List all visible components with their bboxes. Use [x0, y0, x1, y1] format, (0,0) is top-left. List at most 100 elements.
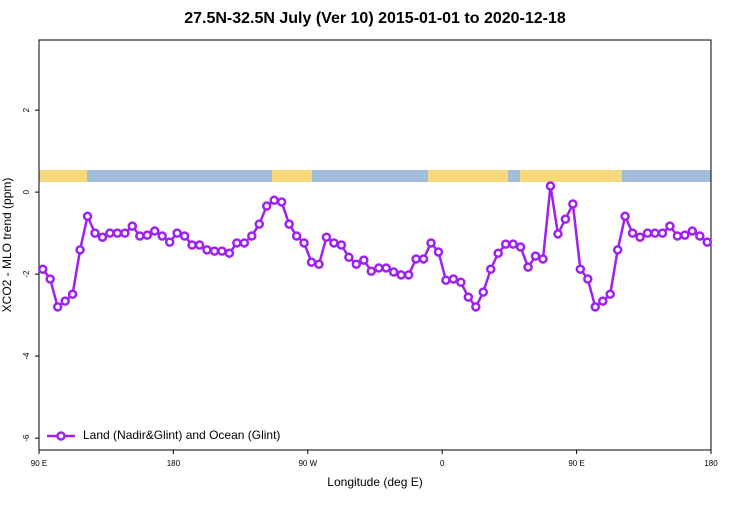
y-tick-label: -6 — [22, 434, 31, 442]
data-point — [284, 219, 294, 229]
data-point — [471, 302, 481, 312]
data-point — [373, 263, 384, 273]
x-tick-label: 90 W — [298, 459, 317, 468]
data-point — [478, 287, 489, 297]
data-point — [45, 274, 55, 284]
legend-marker — [56, 431, 66, 441]
data-point — [597, 296, 608, 306]
x-tick-label: 0 — [440, 459, 445, 468]
data-point — [575, 264, 586, 274]
data-point — [336, 240, 347, 250]
data-point — [359, 255, 369, 265]
data-point — [261, 201, 272, 211]
data-point — [485, 264, 496, 274]
data-point — [329, 238, 339, 248]
data-point — [695, 231, 705, 241]
data-point — [239, 238, 250, 248]
x-tick-label: 90 E — [31, 459, 47, 468]
data-point — [702, 237, 713, 247]
data-point — [306, 257, 317, 267]
data-point — [247, 231, 257, 241]
data-point — [665, 221, 675, 231]
data-point — [164, 237, 175, 247]
data-point — [105, 228, 115, 238]
data-point — [538, 254, 548, 264]
data-point — [269, 195, 279, 206]
data-point — [291, 231, 302, 241]
data-point — [642, 228, 653, 238]
data-point — [508, 239, 518, 249]
data-point — [411, 254, 421, 264]
land-band — [428, 170, 508, 182]
data-point — [396, 270, 406, 280]
y-tick-label: -2 — [22, 270, 31, 278]
data-point — [127, 221, 138, 231]
y-tick-label: -4 — [22, 352, 31, 360]
data-point — [90, 228, 100, 238]
data-point — [194, 240, 205, 250]
data-point — [232, 238, 242, 248]
x-tick-label: 90 E — [568, 459, 584, 468]
data-point — [314, 259, 324, 270]
data-point — [224, 248, 235, 258]
data-point — [351, 259, 362, 270]
data-point — [657, 228, 668, 238]
plot-frame — [38, 39, 712, 451]
data-point — [157, 231, 167, 241]
x-tick-label: 180 — [704, 459, 718, 468]
data-point — [149, 226, 160, 236]
data-point — [441, 275, 451, 286]
data-point — [381, 263, 391, 273]
data-point — [568, 199, 578, 209]
data-point — [209, 246, 220, 256]
data-point — [672, 231, 683, 241]
data-point — [620, 211, 630, 222]
land-band — [520, 170, 622, 182]
data-point — [426, 238, 436, 248]
data-point — [254, 219, 265, 229]
data-point — [560, 214, 571, 224]
data-point — [135, 231, 145, 241]
data-point — [680, 230, 690, 240]
data-point — [388, 267, 399, 277]
data-point — [627, 228, 638, 238]
data-point — [583, 274, 593, 284]
land-band — [39, 170, 87, 182]
data-point — [366, 266, 377, 276]
data-point — [67, 289, 78, 299]
data-point — [433, 247, 444, 257]
data-point — [553, 229, 563, 239]
data-point — [75, 245, 85, 255]
data-point — [650, 228, 660, 238]
data-point — [500, 239, 511, 249]
data-point — [545, 181, 556, 191]
data-point — [172, 228, 182, 238]
x-axis-label: Longitude (deg E) — [327, 475, 422, 489]
data-point — [187, 240, 197, 250]
data-point — [448, 274, 459, 284]
series-line — [41, 185, 709, 310]
data-point — [418, 254, 429, 264]
data-point — [112, 228, 123, 238]
x-tick-label: 180 — [167, 459, 181, 468]
y-tick-label: 2 — [22, 107, 31, 112]
data-point — [463, 292, 474, 302]
data-point — [299, 238, 309, 248]
data-point — [37, 264, 48, 274]
data-point — [530, 251, 541, 261]
data-point — [590, 302, 601, 312]
y-tick-label: 0 — [22, 189, 31, 194]
data-point — [403, 270, 414, 280]
data-point — [82, 211, 93, 222]
data-point — [52, 302, 63, 312]
data-point — [120, 228, 130, 238]
data-point — [605, 289, 615, 299]
data-point — [276, 197, 287, 207]
land-ocean-band — [39, 170, 711, 182]
chart-title: 27.5N-32.5N July (Ver 10) 2015-01-01 to … — [184, 10, 566, 27]
data-point — [612, 245, 623, 255]
data-point — [217, 246, 227, 256]
data-point — [202, 245, 212, 255]
legend-label: Land (Nadir&Glint) and Ocean (Glint) — [83, 428, 280, 442]
